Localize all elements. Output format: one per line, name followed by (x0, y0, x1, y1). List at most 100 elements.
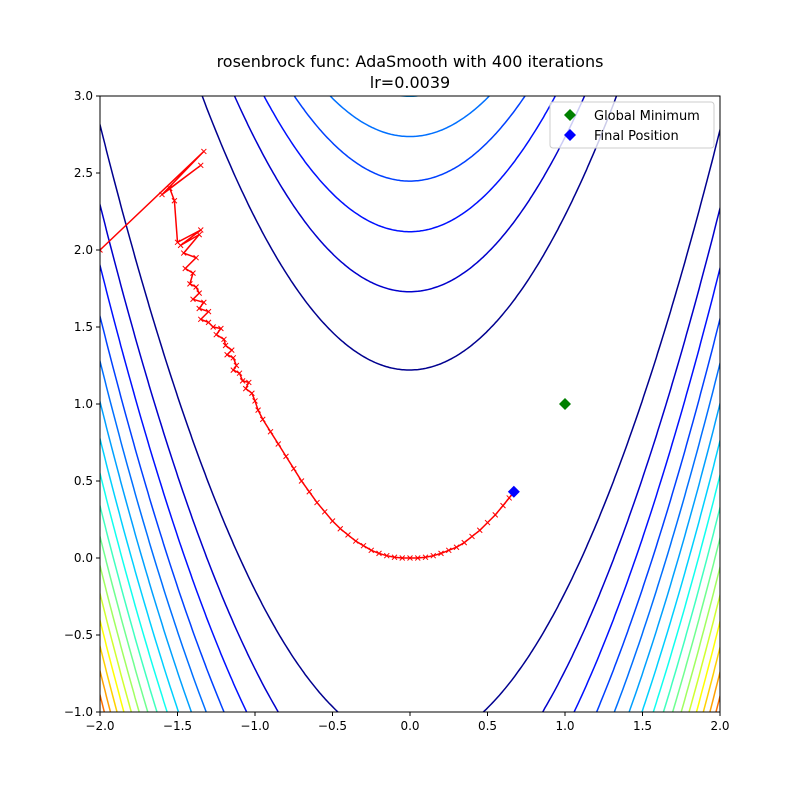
x-tick-label: −0.5 (318, 719, 347, 733)
y-tick-label: 1.5 (74, 320, 93, 334)
path-point-44 (290, 465, 297, 472)
path-point-46 (306, 488, 313, 495)
path-point-36 (242, 385, 249, 392)
path-point-41 (267, 428, 274, 435)
path-point-32 (230, 367, 237, 373)
path-point-27 (222, 342, 229, 349)
path-point-49 (329, 518, 336, 524)
contour-line-750-upper (329, 96, 491, 138)
path-point-39 (255, 407, 261, 414)
path-point-45 (298, 478, 305, 484)
optimizer-path (100, 150, 515, 559)
y-tick-label: −0.5 (64, 628, 93, 642)
contour-line-150-upper (201, 96, 618, 371)
path-point-60 (414, 555, 421, 561)
path-point-24 (218, 325, 224, 332)
path-point-63 (438, 550, 444, 557)
y-tick-label: 2.5 (74, 166, 93, 180)
path-point-23 (210, 324, 217, 330)
y-tick-label: 0.5 (74, 474, 93, 488)
global-minimum-marker (559, 398, 571, 410)
y-tick-label: −1.0 (64, 705, 93, 719)
path-point-25 (213, 331, 220, 338)
contour-line-900-lower (100, 398, 720, 712)
path-point-16 (196, 290, 203, 296)
contour-line-750-lower (100, 358, 720, 712)
path-point-30 (230, 354, 237, 361)
path-point-1 (200, 148, 207, 155)
path-point-9 (196, 231, 203, 238)
path-point-57 (391, 554, 398, 561)
path-point-53 (360, 542, 367, 549)
path-point-54 (368, 547, 375, 554)
y-tick-label: 0.0 (74, 551, 93, 565)
path-point-19 (196, 305, 203, 312)
path-point-3 (197, 162, 204, 169)
path-point-70 (492, 512, 499, 518)
path-point-21 (197, 316, 204, 323)
contour-line-1200-lower (100, 470, 720, 712)
path-point-61 (422, 554, 429, 561)
contour-line-1950-lower (100, 617, 720, 712)
legend-box (549, 101, 715, 149)
path-point-37 (249, 390, 255, 397)
chart-subtitle: lr=0.0039 (370, 73, 450, 92)
path-point-38 (252, 398, 258, 404)
path-point-43 (283, 453, 289, 460)
contour-line-2100-lower (100, 643, 720, 712)
legend-marker-final-position (564, 129, 576, 141)
path-point-14 (187, 281, 193, 287)
legend-label-final-position: Final Position (594, 129, 679, 144)
path-point-40 (259, 416, 266, 423)
path-point-12 (182, 265, 189, 272)
path-point-42 (275, 441, 282, 447)
path-point-7 (197, 227, 204, 233)
path-point-31 (233, 362, 240, 369)
path-point-55 (376, 550, 382, 557)
point-markers (507, 398, 571, 498)
path-point-20 (205, 308, 212, 315)
contour-line-1800-lower (100, 590, 720, 712)
x-tick-label: −1.5 (163, 719, 192, 733)
path-point-0 (100, 247, 103, 253)
legend: Global Minimum Final Position (549, 101, 715, 149)
contour-line-150-lower (100, 121, 720, 712)
y-tick-label: 1.0 (74, 397, 93, 411)
path-point-58 (399, 555, 406, 561)
contour-line-2250-lower (100, 667, 720, 712)
path-point-69 (484, 519, 491, 526)
path-point-51 (345, 532, 351, 538)
path-point-67 (469, 533, 475, 540)
path-point-2 (159, 191, 165, 198)
x-tick-label: −1.0 (240, 719, 269, 733)
path-point-22 (205, 319, 212, 326)
contour-line-300-upper (233, 96, 586, 293)
path-point-50 (337, 525, 344, 532)
path-point-52 (352, 538, 359, 544)
x-tick-label: 1.0 (555, 719, 574, 733)
path-point-34 (239, 378, 246, 384)
contour-line-1350-lower (100, 502, 720, 712)
contour-line-1050-lower (100, 435, 720, 712)
path-point-72 (506, 495, 513, 501)
contour-line-1500-lower (100, 533, 720, 712)
path-point-26 (221, 336, 227, 343)
x-tick-label: 0.0 (400, 719, 419, 733)
path-point-29 (224, 351, 230, 358)
path-point-65 (453, 544, 460, 551)
legend-marker-global-minimum (564, 109, 576, 121)
contour-line-450-lower (100, 262, 720, 712)
path-point-13 (190, 270, 196, 276)
optimizer-path-layer (100, 148, 517, 561)
path-point-4 (166, 185, 173, 192)
contour-lines (100, 96, 720, 712)
chart-title: rosenbrock func: AdaSmooth with 400 iter… (217, 52, 604, 71)
path-point-68 (476, 527, 483, 534)
path-point-28 (228, 347, 235, 353)
path-point-18 (200, 299, 207, 306)
path-point-8 (177, 242, 184, 249)
path-point-59 (407, 555, 413, 561)
x-tick-label: 1.5 (633, 719, 652, 733)
path-point-64 (445, 547, 452, 554)
